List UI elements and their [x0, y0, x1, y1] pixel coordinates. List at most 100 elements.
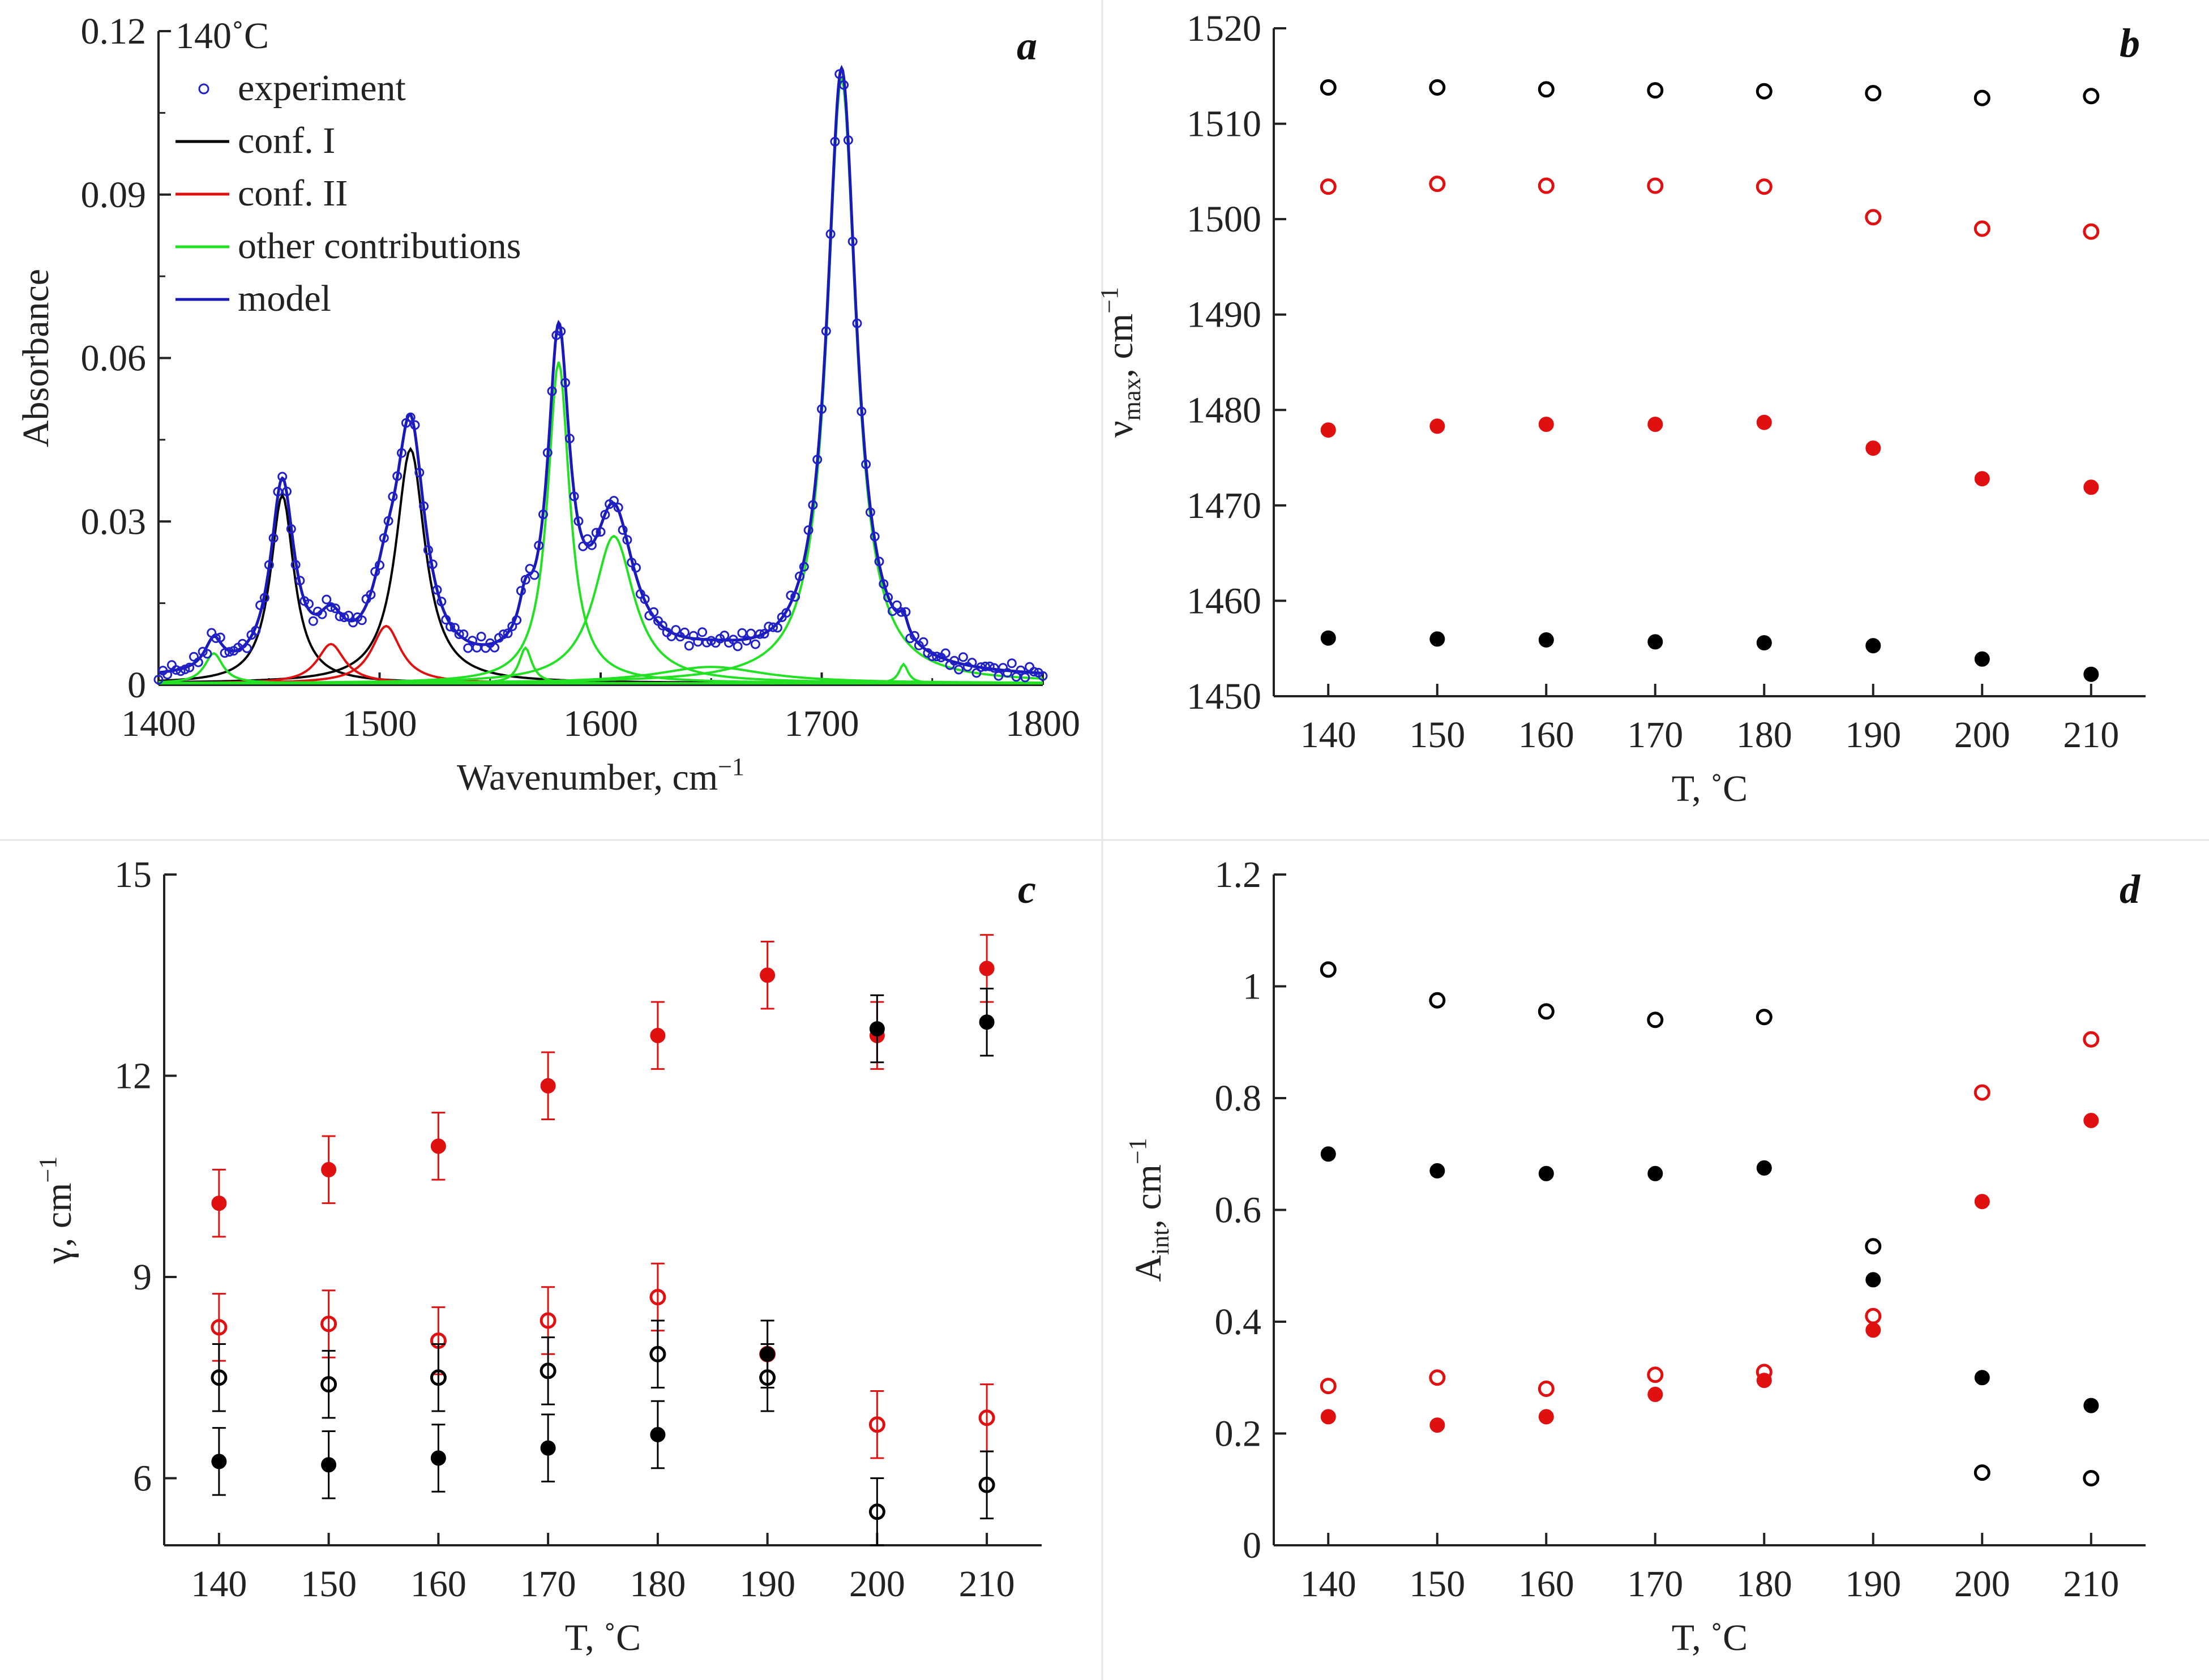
- y-tick-label: 12: [114, 1056, 152, 1097]
- legend-marker: [198, 83, 209, 95]
- experiment-point: [772, 623, 782, 633]
- experiment-point: [1029, 667, 1039, 677]
- experiment-point: [322, 594, 332, 605]
- x-tick-label: 190: [1845, 714, 1901, 756]
- experiment-point: [609, 496, 619, 506]
- data-point: [649, 1289, 666, 1306]
- experiment-point: [397, 448, 406, 458]
- experiment-point: [1003, 668, 1012, 678]
- data-point: [1320, 1409, 1336, 1425]
- data-point: [1647, 634, 1663, 650]
- experiment-point: [335, 611, 345, 622]
- legend-label: other contributions: [238, 225, 521, 267]
- data-point: [540, 1440, 556, 1456]
- experiment-point: [295, 576, 305, 586]
- experiment-point: [728, 635, 738, 645]
- y-tick-label: 0.4: [1215, 1301, 1262, 1343]
- y-tick-label: 0.8: [1215, 1078, 1262, 1119]
- experiment-point: [795, 571, 804, 581]
- data-point: [1538, 632, 1554, 648]
- x-tick-label: 1500: [343, 703, 417, 744]
- data-point: [1756, 1160, 1772, 1176]
- y-tick-label: 0.09: [81, 174, 147, 216]
- y-axis-label: Aint, cm−1: [1124, 1138, 1174, 1282]
- experiment-point: [370, 567, 380, 577]
- y-tick-label: 0: [127, 665, 146, 706]
- data-point: [1320, 1146, 1336, 1162]
- data-point: [1974, 1370, 1990, 1386]
- data-point: [2083, 1398, 2099, 1413]
- experiment-point: [211, 633, 221, 643]
- data-point: [1974, 651, 1990, 667]
- y-tick-label: 1490: [1187, 294, 1261, 336]
- experiment-point: [375, 560, 384, 570]
- experiment-point: [441, 615, 451, 625]
- experiment-point: [746, 628, 756, 638]
- experiment-point: [591, 528, 601, 538]
- experiment-point: [821, 326, 831, 336]
- y-axis-label: Absorbance: [15, 269, 57, 447]
- panel-b-peak-position: 140 150 160 170 180 190 200 210 1450 1460 1470 1480…: [1095, 8, 2146, 809]
- x-tick-label: 210: [2063, 714, 2119, 756]
- experiment-point: [1025, 662, 1035, 672]
- data-point: [321, 1457, 337, 1473]
- data-point: [1974, 471, 1990, 487]
- experiment-point: [857, 406, 867, 417]
- experiment-point: [251, 625, 261, 636]
- data-point: [211, 1369, 228, 1386]
- experiment-point: [215, 632, 225, 642]
- y-tick-label: 9: [133, 1257, 152, 1298]
- y-tick-label: 15: [114, 854, 152, 895]
- y-tick-label: 1450: [1187, 676, 1261, 717]
- experiment-point: [927, 651, 937, 661]
- experiment-point: [525, 564, 535, 574]
- experiment-point: [220, 648, 230, 658]
- experiment-point: [573, 516, 584, 526]
- experiment-point: [786, 590, 796, 601]
- experiment-point: [185, 662, 195, 672]
- experiment-point: [277, 472, 288, 482]
- data-point: [1538, 417, 1554, 432]
- experiment-point: [870, 532, 880, 542]
- experiment-point: [547, 386, 557, 396]
- experiment-point: [781, 608, 791, 618]
- y-tick-label: 0.6: [1215, 1190, 1262, 1231]
- experiment-point: [701, 637, 712, 648]
- experiment-point: [843, 135, 853, 145]
- data-point: [1320, 178, 1337, 195]
- experiment-point: [560, 378, 570, 388]
- data-point: [2083, 1113, 2099, 1128]
- panel-letter: a: [1017, 23, 1037, 68]
- experiment-point: [976, 662, 986, 672]
- experiment-point: [317, 609, 327, 619]
- experiment-point: [940, 648, 951, 658]
- x-tick-label: 190: [1845, 1563, 1901, 1605]
- panel-letter: c: [1018, 867, 1036, 912]
- y-axis-label: γ, cm−1: [34, 1156, 79, 1265]
- experiment-point: [1007, 658, 1017, 668]
- experiment-point: [932, 652, 942, 662]
- legend-label: conf. I: [238, 120, 335, 161]
- experiment-point: [290, 560, 301, 570]
- experiment-point: [812, 455, 823, 465]
- y-tick-label: 1480: [1187, 389, 1261, 431]
- experiment-point: [865, 507, 875, 517]
- x-tick-label: 180: [630, 1563, 686, 1605]
- data-point: [430, 1138, 446, 1154]
- experiment-point: [259, 593, 269, 603]
- y-tick-label: 1500: [1187, 199, 1261, 240]
- experiment-point: [874, 556, 884, 567]
- data-point: [1320, 79, 1337, 96]
- data-point: [979, 1014, 995, 1030]
- experiment-point: [679, 627, 690, 637]
- experiment-point: [357, 615, 367, 625]
- y-tick-label: 1.2: [1215, 854, 1262, 895]
- data-point: [1973, 1464, 1990, 1481]
- y-tick-label: 0.12: [81, 11, 147, 52]
- panel-d-integral-intensity: 140 150 160 170 180 190 200 210 0 0.2 0.4 0.6 0.8 1 1.…: [1124, 854, 2146, 1658]
- x-tick-label: 200: [849, 1563, 905, 1605]
- experiment-point: [918, 637, 928, 647]
- data-point: [760, 967, 776, 983]
- data-point: [1865, 638, 1881, 654]
- y-tick-label: 1470: [1187, 485, 1261, 526]
